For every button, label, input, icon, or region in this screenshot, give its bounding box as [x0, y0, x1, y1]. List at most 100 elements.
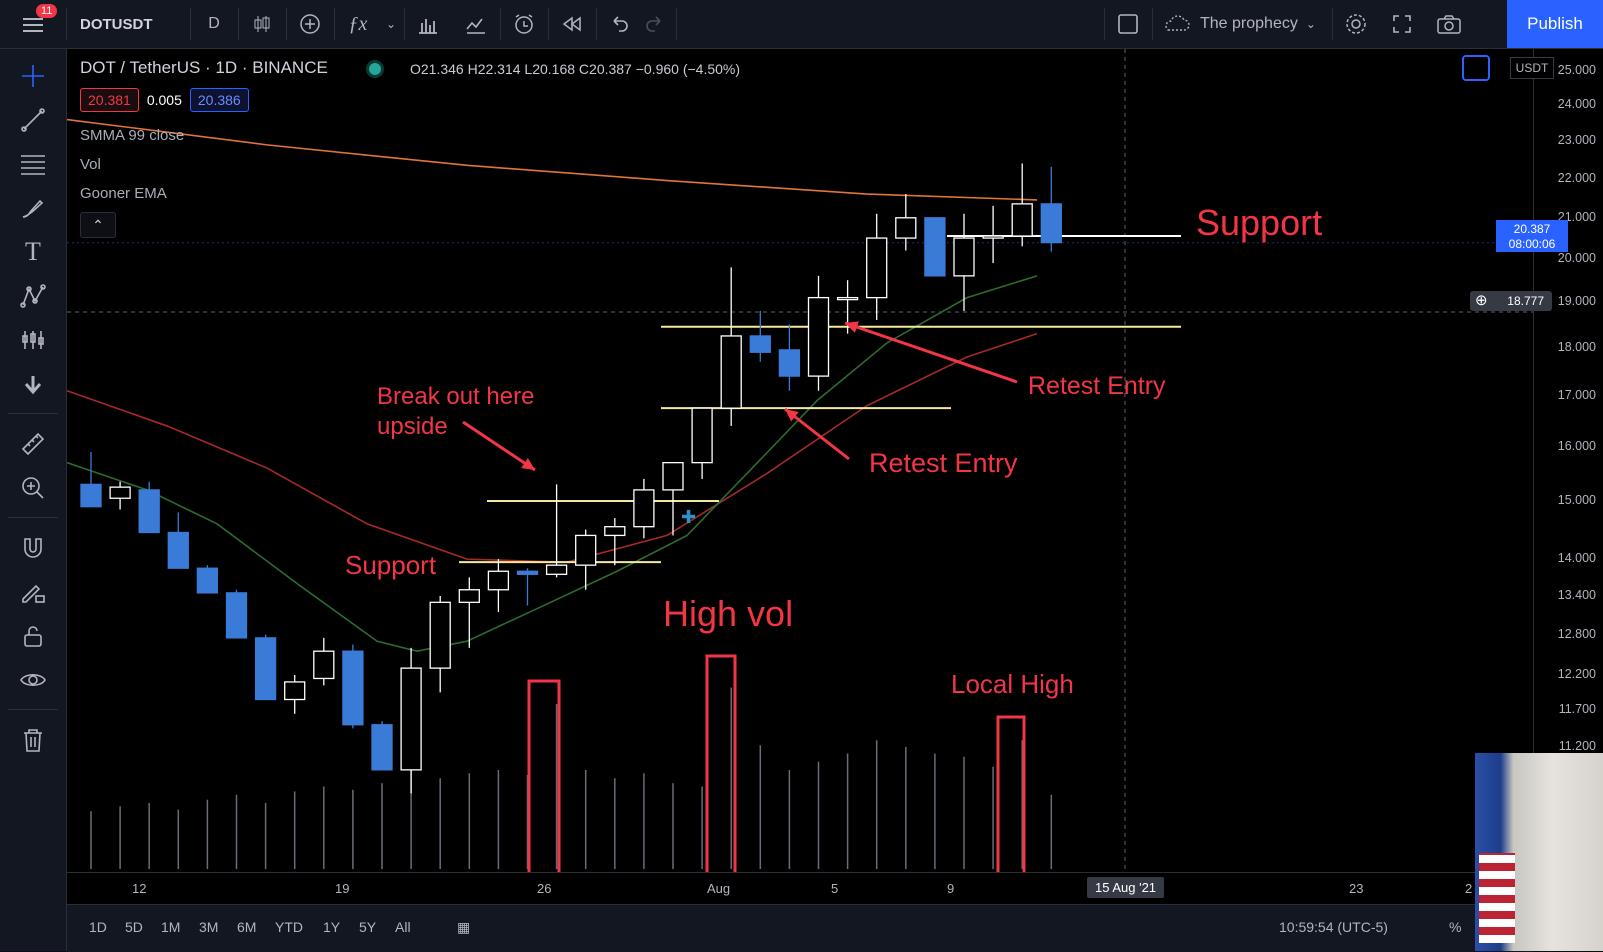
percent-toggle[interactable]: % [1449, 919, 1462, 935]
candle-body [109, 486, 131, 499]
fullscreen-button[interactable] [1380, 0, 1424, 48]
chart-pane[interactable]: ✚ [67, 49, 1533, 921]
more-tools-button[interactable] [0, 365, 66, 403]
settings-button[interactable] [1334, 0, 1378, 48]
chevron-down-icon[interactable]: ⌄ [385, 17, 397, 31]
candle-body [982, 235, 1004, 239]
range-ytd[interactable]: YTD [275, 919, 303, 935]
currency-label[interactable]: USDT [1510, 57, 1554, 79]
ruler-tool[interactable] [0, 425, 66, 463]
symbol-title[interactable]: DOT / TetherUS · 1D · BINANCE [80, 58, 328, 77]
add-alert-icon[interactable]: ⊕ [1475, 292, 1488, 309]
last-price-label: 20.387 08:00:06 [1496, 220, 1568, 252]
arrow-head [521, 457, 535, 470]
fib-tool[interactable] [0, 145, 66, 183]
main-menu-button[interactable]: 11 [0, 0, 66, 48]
annotation-breakout: Break out here upside [377, 383, 535, 440]
crosshair-tool[interactable] [0, 57, 66, 95]
snapshot-button[interactable] [1426, 0, 1472, 48]
candle-body [720, 335, 742, 409]
buy-button[interactable]: 20.386 [189, 88, 249, 112]
magnet-tool[interactable] [0, 529, 66, 567]
price-tick: 15.000 [1557, 493, 1596, 508]
candle-body [80, 483, 102, 508]
range-1d[interactable]: 1D [89, 919, 107, 935]
publish-button[interactable]: Publish [1507, 0, 1603, 48]
collapse-legend-button[interactable]: ⌃ [80, 212, 116, 238]
candle-body [167, 531, 189, 569]
lock-drawings-tool[interactable] [0, 617, 66, 655]
chart-type-button[interactable] [240, 0, 284, 48]
layout-select-button[interactable] [1106, 0, 1150, 48]
candle-body [284, 681, 306, 701]
crosshair-price: 18.777 [1507, 294, 1544, 308]
zoom-tool[interactable] [0, 469, 66, 507]
indicator-templates-button[interactable] [454, 0, 498, 48]
range-all[interactable]: All [395, 919, 411, 935]
candle-body [924, 217, 946, 277]
indicator-gooner-ema[interactable]: Gooner EMA [80, 185, 167, 202]
candle-body [138, 489, 160, 534]
price-tick: 22.000 [1557, 170, 1596, 185]
arrow-down-icon [24, 376, 42, 395]
layout-name-button[interactable]: The prophecy ⌄ [1160, 0, 1332, 48]
range-3m[interactable]: 3M [199, 919, 219, 935]
candle-body [225, 592, 248, 639]
replay-button[interactable] [550, 0, 594, 48]
range-1m[interactable]: 1M [161, 919, 181, 935]
range-1y[interactable]: 1Y [323, 919, 341, 935]
candle-body [429, 601, 451, 669]
price-chart[interactable]: ✚ [67, 49, 1533, 872]
notification-badge: 11 [36, 4, 58, 18]
sell-button[interactable]: 20.381 [80, 88, 139, 112]
indicator-vol[interactable]: Vol [80, 156, 101, 173]
alert-button[interactable] [502, 0, 546, 48]
candle-body [487, 570, 510, 591]
interval-button[interactable]: D [208, 15, 220, 32]
sync-icon[interactable] [1462, 55, 1490, 81]
webcam-overlay [1475, 753, 1603, 951]
price-tick: 20.000 [1557, 250, 1596, 265]
prediction-tool[interactable] [0, 321, 66, 359]
price-axis[interactable]: 25.000 24.000 23.000 22.000 21.000 20.000 19.0… [1533, 49, 1603, 769]
text-tool[interactable]: T [0, 233, 66, 271]
candle-body [866, 237, 888, 299]
candle-body [458, 589, 480, 603]
price-tick: 19.000 [1557, 294, 1596, 309]
redo-button[interactable] [636, 0, 676, 48]
crosshair-price-label[interactable]: ⊕ 18.777 [1470, 291, 1552, 311]
undo-button[interactable] [598, 0, 638, 48]
calendar-icon[interactable]: ▦ [457, 919, 471, 935]
hide-drawings-tool[interactable] [0, 661, 66, 699]
marker-icon: ✚ [681, 507, 696, 527]
templates-button[interactable] [406, 0, 450, 48]
annotation-support-top: Support [1196, 202, 1323, 243]
symbol-search-button[interactable]: DOTUSDT [80, 15, 153, 33]
time-axis[interactable]: 12 19 26 Aug 5 9 15 Aug '21 23 2 [67, 872, 1533, 903]
time-label: Aug [707, 881, 731, 896]
compare-button[interactable] [288, 0, 332, 48]
time-label: 26 [537, 881, 552, 896]
spread-value: 0.005 [146, 92, 182, 108]
brush-tool[interactable] [0, 189, 66, 227]
indicators-icon[interactable]: ƒx [348, 12, 368, 35]
candle-body [575, 534, 597, 566]
range-5d[interactable]: 5D [125, 919, 143, 935]
price-tick: 12.200 [1557, 667, 1596, 681]
smma-line [67, 118, 1038, 201]
price-tick: 16.000 [1557, 438, 1596, 453]
hamburger-icon [23, 18, 43, 32]
candle-body [778, 349, 801, 377]
stay-drawing-tool[interactable] [0, 573, 66, 611]
layout-name: The prophecy [1200, 15, 1298, 32]
trend-line-tool[interactable] [0, 101, 66, 139]
range-5y[interactable]: 5Y [359, 919, 377, 935]
magnet-icon [24, 538, 42, 558]
indicator-smma[interactable]: SMMA 99 close [80, 127, 185, 144]
price-tick: 25.000 [1557, 63, 1596, 77]
candle-body [196, 567, 219, 594]
remove-drawings-tool[interactable] [0, 721, 66, 759]
pattern-tool[interactable] [0, 277, 66, 315]
range-6m[interactable]: 6M [237, 919, 257, 935]
clock[interactable]: 10:59:54 (UTC-5) [1279, 919, 1388, 935]
